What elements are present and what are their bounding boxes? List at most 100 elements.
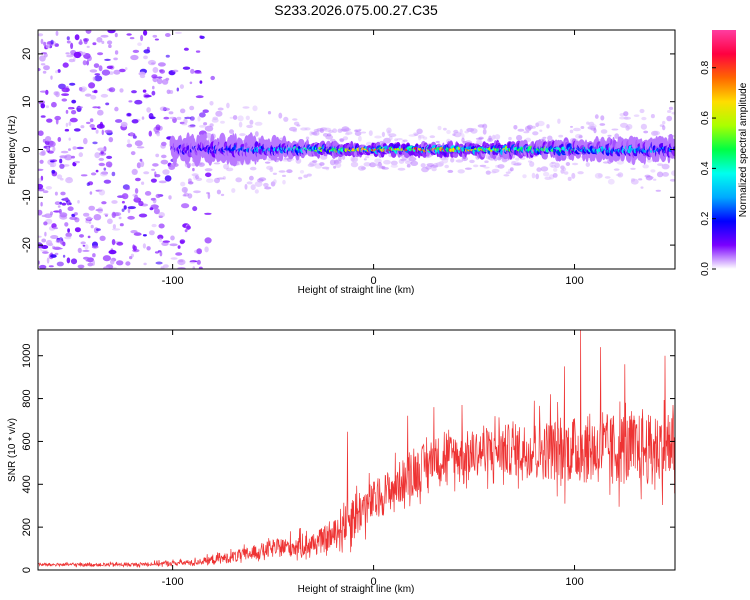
heatmap-cell bbox=[447, 169, 454, 173]
heatmap-cell bbox=[154, 38, 159, 41]
snr-x-ticks: -100 0 100 bbox=[162, 330, 584, 588]
heatmap-cell bbox=[66, 40, 71, 44]
heatmap-cell bbox=[100, 93, 109, 98]
heatmap-cell bbox=[206, 191, 210, 195]
heatmap-cell bbox=[650, 169, 656, 173]
heatmap-cell bbox=[509, 167, 514, 172]
heatmap-cell bbox=[139, 74, 146, 79]
heatmap-cell bbox=[192, 266, 196, 269]
heatmap-cell bbox=[570, 125, 573, 128]
heatmap-cell bbox=[92, 90, 97, 93]
heatmap-cell bbox=[113, 57, 118, 61]
heatmap-cell bbox=[121, 200, 125, 204]
heatmap-cell bbox=[88, 221, 92, 224]
heatmap-cell bbox=[124, 67, 128, 71]
heatmap-cell bbox=[386, 127, 392, 134]
heatmap-cell bbox=[86, 182, 90, 186]
heatmap-cell bbox=[41, 245, 49, 249]
heatmap-cell bbox=[479, 164, 487, 168]
heatmap-cell bbox=[254, 121, 263, 126]
heatmap-cell bbox=[127, 139, 131, 144]
heatmap-cell bbox=[152, 34, 158, 38]
heatmap-cell bbox=[383, 137, 391, 144]
heatmap-cell bbox=[62, 254, 66, 258]
heatmap-cell bbox=[494, 134, 501, 140]
heatmap-cell bbox=[585, 162, 590, 168]
heatmap-cell bbox=[593, 128, 597, 134]
heatmap-cell bbox=[108, 137, 114, 143]
heatmap-cell bbox=[143, 55, 148, 60]
heatmap-cell bbox=[83, 38, 89, 42]
heatmap-cell bbox=[101, 201, 107, 205]
heatmap-cell bbox=[57, 205, 61, 208]
heatmap-cell bbox=[70, 258, 78, 265]
heatmap-cell bbox=[209, 123, 214, 127]
heatmap-cell bbox=[298, 176, 303, 180]
heatmap-cell bbox=[43, 65, 50, 71]
heatmap-cell bbox=[96, 37, 103, 43]
heatmap-cell bbox=[49, 164, 55, 168]
heatmap-cell bbox=[186, 225, 191, 230]
heatmap-cell bbox=[94, 73, 101, 76]
heatmap-cell bbox=[569, 129, 574, 134]
heatmap-cell bbox=[195, 50, 201, 53]
heatmap-cell bbox=[638, 178, 643, 181]
heatmap-cell bbox=[402, 139, 408, 142]
heatmap-cell bbox=[140, 34, 144, 42]
heatmap-cell bbox=[133, 245, 137, 252]
heatmap-cell bbox=[44, 231, 47, 237]
heatmap-cell bbox=[50, 39, 54, 45]
heatmap-cell bbox=[39, 159, 44, 164]
heatmap-cell bbox=[126, 33, 132, 36]
heatmap-cell bbox=[64, 128, 70, 132]
heatmap-cell bbox=[132, 49, 140, 54]
heatmap-cell bbox=[188, 178, 192, 183]
heatmap-cell bbox=[153, 208, 160, 215]
heatmap-cell bbox=[125, 261, 131, 266]
heatmap-cell bbox=[156, 76, 163, 79]
heatmap-cell bbox=[199, 112, 206, 118]
heatmap-cell bbox=[58, 208, 62, 214]
heatmap-cell bbox=[639, 108, 645, 114]
heatmap-cell bbox=[478, 136, 484, 140]
heatmap-cell bbox=[652, 130, 661, 136]
heatmap-cell bbox=[503, 174, 510, 177]
heatmap-cell bbox=[108, 44, 112, 48]
heatmap-cell bbox=[131, 168, 138, 175]
heatmap-cell bbox=[187, 124, 196, 128]
heatmap-cell bbox=[48, 140, 54, 146]
heatmap-cell bbox=[143, 49, 151, 54]
heatmap-cell bbox=[46, 146, 50, 151]
heatmap-cell bbox=[92, 42, 97, 46]
heatmap-cell bbox=[73, 51, 82, 59]
heatmap-cell bbox=[91, 127, 97, 130]
heatmap-cell bbox=[62, 62, 69, 68]
heatmap-cell bbox=[305, 136, 310, 140]
heatmap-cell bbox=[172, 69, 179, 73]
heatmap-cell bbox=[662, 120, 666, 125]
heatmap-cell bbox=[662, 172, 669, 177]
heatmap-cell bbox=[194, 71, 203, 74]
heatmap-cell bbox=[46, 118, 53, 123]
heatmap-cell bbox=[169, 116, 176, 120]
heatmap-cell bbox=[453, 132, 462, 138]
heatmap-cell bbox=[144, 191, 152, 196]
heatmap-cell bbox=[431, 167, 437, 172]
heatmap-cell bbox=[67, 206, 74, 211]
heatmap-cell bbox=[90, 95, 97, 100]
heatmap-cell bbox=[312, 160, 318, 163]
heatmap-cell bbox=[267, 111, 272, 115]
heatmap-cell bbox=[106, 65, 114, 70]
heatmap-cell bbox=[611, 128, 619, 131]
heatmap-cell bbox=[55, 118, 59, 125]
heatmap-cell bbox=[77, 247, 82, 253]
heatmap-cell bbox=[422, 136, 428, 140]
heatmap-cell bbox=[238, 121, 243, 128]
heatmap-cell bbox=[546, 124, 550, 129]
heatmap-cell bbox=[650, 114, 655, 119]
heatmap-cell bbox=[45, 186, 53, 190]
heatmap-cell bbox=[105, 102, 110, 106]
heatmap-cell bbox=[396, 138, 403, 141]
heatmap-cell bbox=[211, 118, 219, 123]
heatmap-cell bbox=[204, 168, 213, 172]
